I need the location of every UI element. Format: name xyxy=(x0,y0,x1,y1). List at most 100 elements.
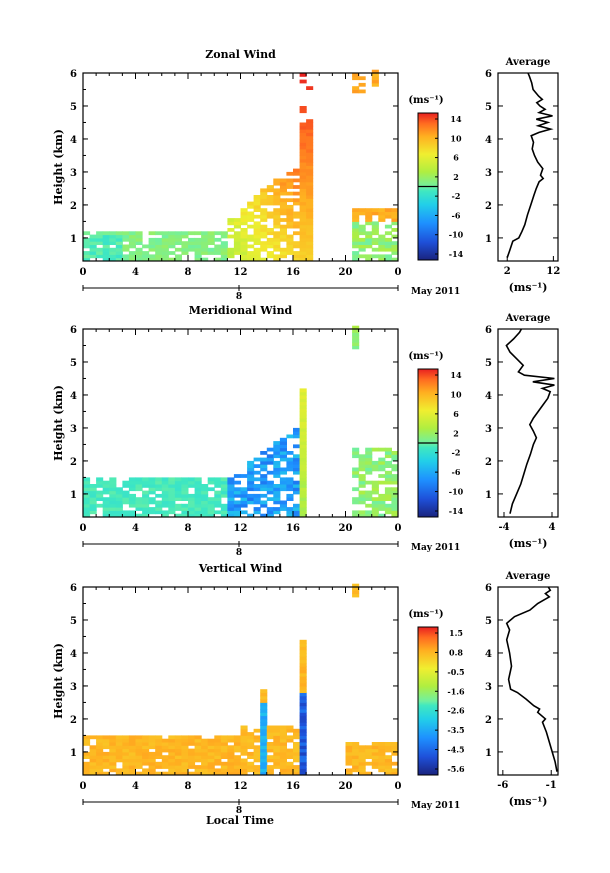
heatmap-cell xyxy=(384,480,392,485)
heatmap-cell xyxy=(260,761,268,766)
heatmap-cell xyxy=(384,755,392,759)
heatmap-cell xyxy=(227,247,235,252)
heatmap-cell xyxy=(161,765,169,769)
heatmap-cell xyxy=(109,231,117,236)
heatmap-cell xyxy=(168,758,176,763)
heatmap-cell xyxy=(135,247,143,252)
profile-line xyxy=(505,328,555,514)
y-tick-label: 2 xyxy=(70,201,77,212)
heatmap-cell xyxy=(194,257,202,262)
heatmap-cell xyxy=(253,198,261,203)
heatmap-cell xyxy=(109,480,117,485)
heatmap-cell xyxy=(227,228,235,232)
heatmap-cell xyxy=(102,251,110,255)
heatmap-cell xyxy=(365,755,373,759)
heatmap-cell xyxy=(214,745,222,750)
heatmap-cell xyxy=(365,221,373,226)
heatmap-cell xyxy=(299,460,307,465)
heatmap-cell xyxy=(227,500,235,505)
heatmap-cell xyxy=(102,247,110,252)
heatmap-cell xyxy=(260,758,268,763)
heatmap-cell xyxy=(352,86,360,90)
date-tick-label: 8 xyxy=(236,548,242,558)
heatmap-cell xyxy=(266,241,274,245)
profile-frame xyxy=(497,586,559,776)
heatmap-cell xyxy=(391,247,399,252)
heatmap-cell xyxy=(161,241,169,245)
heatmap-cell xyxy=(365,211,373,216)
heatmap-cell xyxy=(89,507,97,511)
heatmap-cell xyxy=(266,188,274,193)
heatmap-cell xyxy=(299,441,307,445)
heatmap-cell xyxy=(214,755,222,759)
heatmap-cell xyxy=(260,487,268,492)
heatmap-cell xyxy=(207,510,215,515)
heatmap-cell xyxy=(220,251,228,255)
y-tick-label: 1 xyxy=(70,748,77,759)
heatmap-cell xyxy=(233,480,241,485)
heatmap-cell xyxy=(384,742,392,746)
heatmap-cell xyxy=(220,484,228,488)
heatmap-cell xyxy=(391,487,399,492)
heatmap-cell xyxy=(371,480,379,485)
heatmap-cell xyxy=(384,254,392,259)
heatmap-cell xyxy=(365,447,373,452)
heatmap-cell xyxy=(306,135,314,140)
heatmap-cell xyxy=(365,490,373,495)
heatmap-cell xyxy=(247,244,255,249)
heatmap-cell xyxy=(391,768,399,773)
heatmap-cell xyxy=(96,237,104,242)
heatmap-cell xyxy=(273,728,281,733)
heatmap-cell xyxy=(358,745,366,750)
heatmap-cell xyxy=(299,669,307,674)
heatmap-cell xyxy=(266,513,274,518)
heatmap-cell xyxy=(115,742,123,746)
heatmap-cell xyxy=(83,765,91,769)
heatmap-cell xyxy=(391,457,399,462)
heatmap-cell xyxy=(201,493,209,498)
heatmap-cell xyxy=(273,224,281,229)
heatmap-cell xyxy=(240,490,248,495)
heatmap-cell xyxy=(220,247,228,252)
heatmap-cell xyxy=(286,211,294,216)
heatmap-cell xyxy=(181,480,189,485)
heatmap-cell xyxy=(142,738,150,743)
date-label: May 2011 xyxy=(411,287,460,297)
heatmap-cell xyxy=(345,751,353,756)
heatmap-cell xyxy=(306,244,314,249)
heatmap-cell xyxy=(279,477,287,482)
heatmap-cell xyxy=(155,755,163,759)
heatmap-cell xyxy=(299,758,307,763)
heatmap-cell xyxy=(273,181,281,186)
heatmap-cell xyxy=(299,79,307,84)
colorbar-tick-label: 14 xyxy=(450,370,462,380)
heatmap-cell xyxy=(102,513,110,518)
heatmap-cell xyxy=(142,510,150,515)
heatmap-cell xyxy=(293,254,301,259)
heatmap-cell xyxy=(128,751,136,756)
heatmap-cell xyxy=(161,487,169,492)
heatmap-cell xyxy=(115,748,123,753)
heatmap-cell xyxy=(299,474,307,478)
heatmap-cell xyxy=(273,195,281,199)
heatmap-cell xyxy=(148,735,156,740)
heatmap-cell xyxy=(286,761,294,766)
heatmap-cell xyxy=(214,751,222,756)
heatmap-cell xyxy=(135,507,143,511)
heatmap-cell xyxy=(371,82,379,87)
heatmap-cell xyxy=(207,768,215,773)
heatmap-cell xyxy=(286,198,294,203)
heatmap-cell xyxy=(378,758,386,763)
heatmap-cell xyxy=(115,500,123,505)
heatmap-cell xyxy=(201,484,209,488)
heatmap-cell xyxy=(83,510,91,515)
heatmap-cell xyxy=(115,251,123,255)
heatmap-cell xyxy=(214,244,222,249)
heatmap-cell xyxy=(384,224,392,229)
heatmap-cell xyxy=(181,244,189,249)
heatmap-cell xyxy=(240,247,248,252)
x-tick-label: 8 xyxy=(185,267,192,278)
heatmap-cell xyxy=(293,185,301,189)
